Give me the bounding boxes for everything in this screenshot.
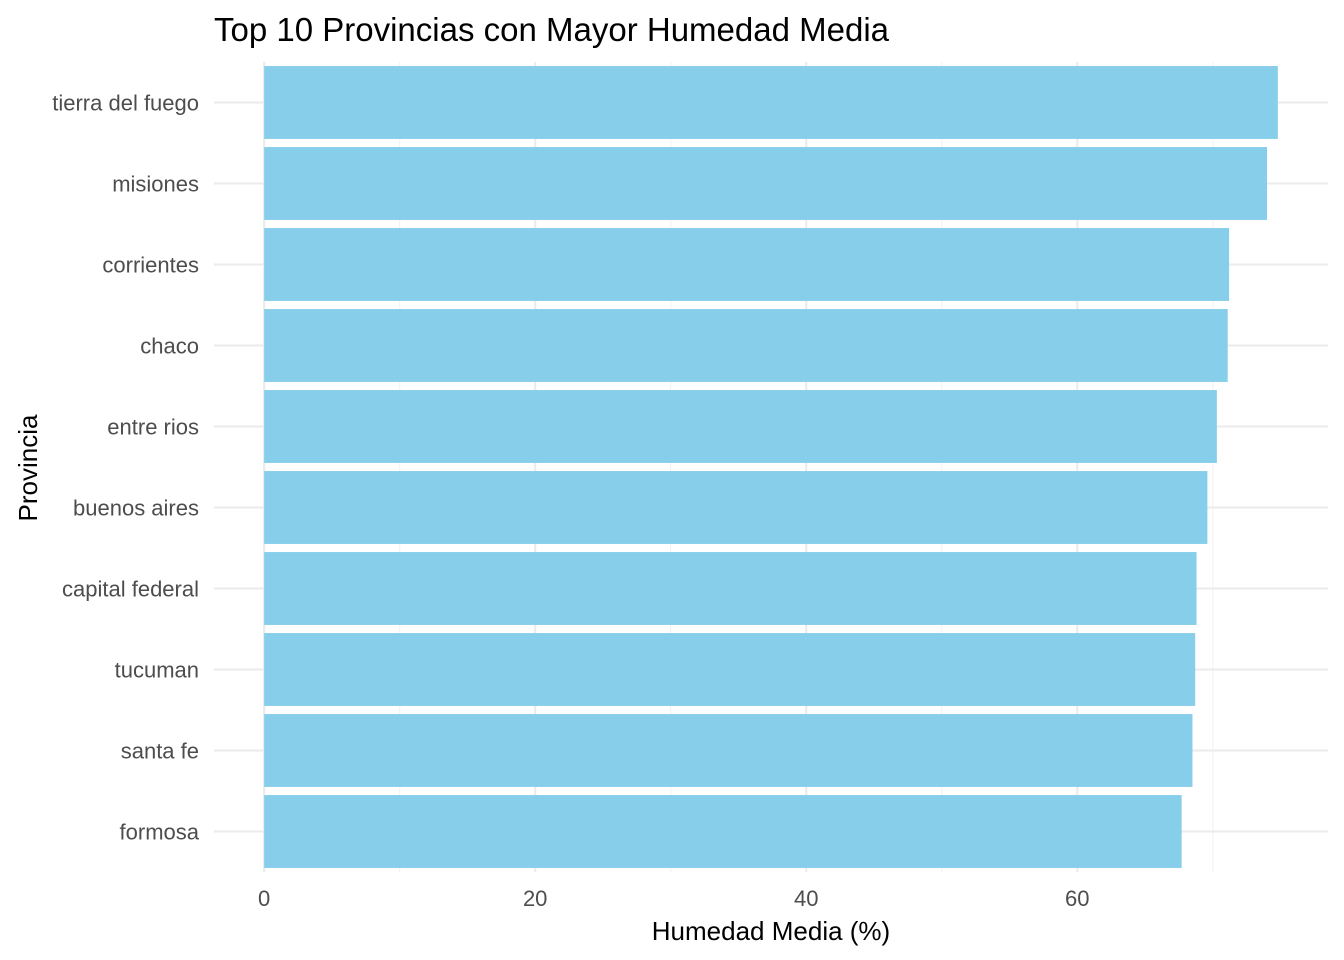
bars <box>264 66 1278 868</box>
y-tick-label: entre rios <box>107 415 199 440</box>
x-tick-label: 0 <box>258 886 270 911</box>
bar <box>264 552 1197 625</box>
y-axis-title: Provincia <box>13 414 43 521</box>
y-tick-label: tierra del fuego <box>52 91 199 116</box>
chart-title: Top 10 Provincias con Mayor Humedad Medi… <box>214 11 890 48</box>
bar <box>264 795 1182 868</box>
bar <box>264 471 1208 544</box>
x-axis-title: Humedad Media (%) <box>652 916 890 946</box>
bar <box>264 714 1193 787</box>
x-tick-label: 60 <box>1065 886 1089 911</box>
bar <box>264 66 1278 139</box>
bar <box>264 633 1196 706</box>
y-tick-label: formosa <box>120 820 200 845</box>
bar <box>264 228 1230 301</box>
y-tick-label: santa fe <box>121 739 199 764</box>
y-tick-label: tucuman <box>115 658 199 683</box>
y-tick-label: capital federal <box>62 577 199 602</box>
y-tick-label: buenos aires <box>73 496 199 521</box>
x-tick-label: 40 <box>794 886 818 911</box>
y-tick-labels: tierra del fuego misiones corrientes chaco e… <box>52 91 200 845</box>
x-tick-labels: 0 20 40 60 <box>258 886 1090 911</box>
y-tick-label: misiones <box>112 172 199 197</box>
x-tick-label: 20 <box>523 886 547 911</box>
y-tick-label: corrientes <box>102 253 199 278</box>
bar <box>264 309 1228 382</box>
bar <box>264 147 1268 220</box>
bar <box>264 390 1217 463</box>
y-tick-label: chaco <box>140 334 199 359</box>
